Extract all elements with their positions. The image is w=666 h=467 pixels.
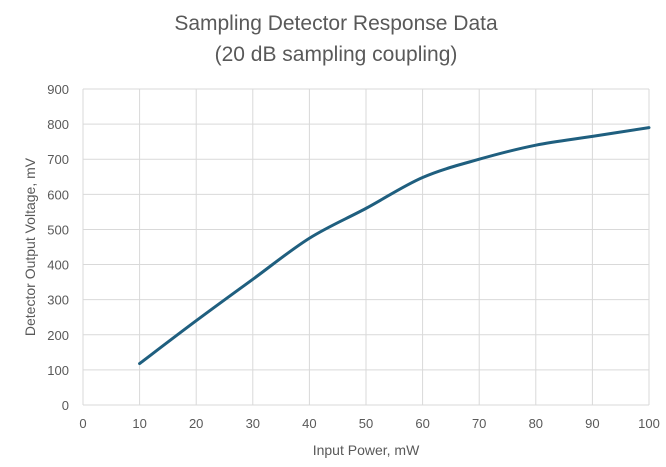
x-tick-label: 80 <box>529 416 543 431</box>
y-tick-label: 900 <box>47 82 69 97</box>
series-line <box>138 126 651 366</box>
x-tick-label: 50 <box>359 416 373 431</box>
y-tick-label: 300 <box>47 293 69 308</box>
x-axis-ticks: 0 10 20 30 40 50 60 70 80 90 100 <box>79 416 659 431</box>
y-tick-label: 500 <box>47 222 69 237</box>
y-tick-label: 700 <box>47 152 69 167</box>
x-tick-label: 0 <box>79 416 86 431</box>
y-axis-title: Detector Output Voltage, mV <box>22 157 38 336</box>
y-tick-label: 100 <box>47 363 69 378</box>
gridlines <box>82 88 650 406</box>
x-axis-title: Input Power, mW <box>313 442 420 458</box>
y-tick-label: 0 <box>62 398 69 413</box>
x-tick-label: 30 <box>246 416 260 431</box>
y-tick-label: 800 <box>47 117 69 132</box>
chart-subtitle: (20 dB sampling coupling) <box>215 43 458 66</box>
x-tick-label: 20 <box>189 416 203 431</box>
chart-title: Sampling Detector Response Data <box>174 12 498 35</box>
x-tick-label: 100 <box>638 416 660 431</box>
y-tick-label: 600 <box>47 187 69 202</box>
x-tick-label: 60 <box>415 416 429 431</box>
series-layer <box>138 126 651 366</box>
x-tick-label: 40 <box>302 416 316 431</box>
y-tick-label: 400 <box>47 258 69 273</box>
x-tick-label: 10 <box>132 416 146 431</box>
y-axis-ticks: 0 100 200 300 400 500 600 700 800 900 <box>47 82 69 413</box>
x-tick-label: 70 <box>472 416 486 431</box>
y-tick-label: 200 <box>47 328 69 343</box>
x-tick-label: 90 <box>585 416 599 431</box>
